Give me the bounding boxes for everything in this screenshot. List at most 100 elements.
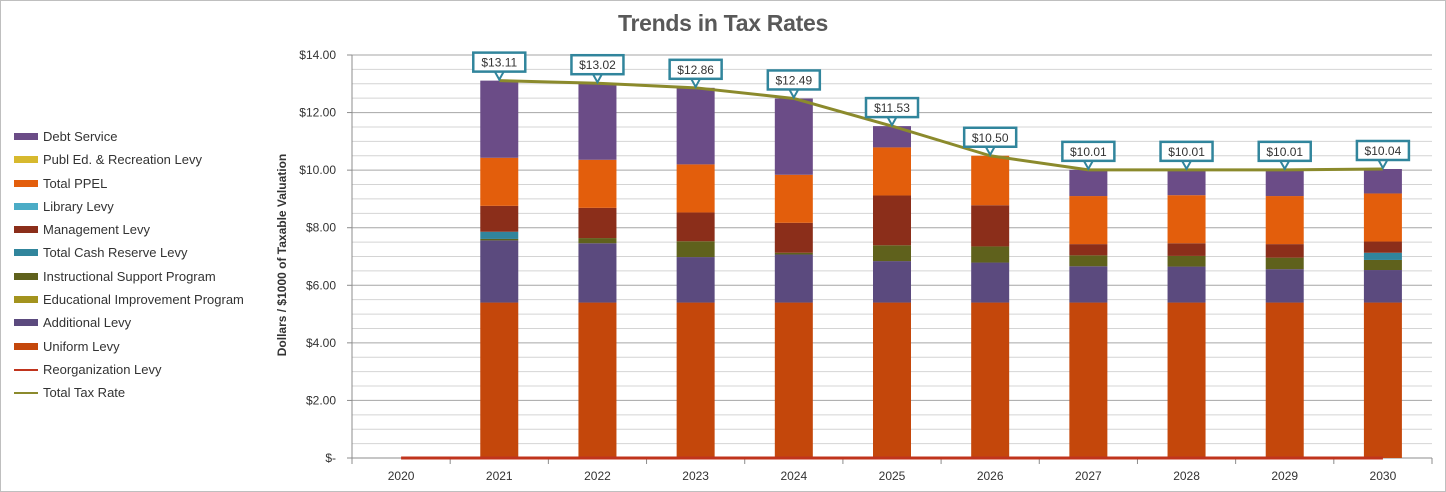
data-label-2023: $12.86 <box>668 58 723 89</box>
data-label-box <box>472 51 527 73</box>
bar-total-ppel-2026 <box>971 155 1010 206</box>
legend-label: Total Cash Reserve Levy <box>43 245 188 261</box>
y-tick-label: $2.00 <box>306 393 336 407</box>
legend-label: Management Levy <box>43 222 150 238</box>
bar-total-ppel-2021 <box>480 157 519 206</box>
legend-label: Reorganization Levy <box>43 361 162 377</box>
bar-additional-levy-2028 <box>1167 266 1206 303</box>
bar-additional-levy-2027 <box>1069 266 1108 303</box>
y-tick-label: $- <box>325 451 336 465</box>
bar-total-cash-reserve-levy-2030 <box>1363 252 1402 260</box>
bar-instructional-support-program-2030 <box>1363 259 1402 271</box>
bar-debt-service-2021 <box>480 80 519 158</box>
x-tick-label: 2025 <box>879 469 906 483</box>
data-label-2027: $10.01 <box>1061 140 1116 171</box>
bar-management-levy-2025 <box>873 195 911 246</box>
bar-uniform-levy-2029 <box>1265 302 1304 458</box>
series-lines <box>401 79 1383 460</box>
legend-swatch <box>14 342 38 350</box>
bar-uniform-levy-2022 <box>578 302 617 458</box>
bar-instructional-support-program-2024 <box>774 252 813 255</box>
x-tick-label: 2026 <box>977 469 1004 483</box>
y-tick-label: $4.00 <box>306 336 336 350</box>
bar-debt-service-2029 <box>1265 169 1304 197</box>
bar-additional-levy-2021 <box>480 240 519 303</box>
bar-debt-service-2024 <box>774 98 813 175</box>
bar-management-levy-2026 <box>971 205 1010 247</box>
bar-total-ppel-2027 <box>1069 196 1108 245</box>
bar-total-cash-reserve-levy-2021 <box>480 231 519 239</box>
legend-swatch <box>14 202 38 210</box>
legend-swatch <box>14 249 38 257</box>
data-label-text: $10.01 <box>1168 145 1205 159</box>
data-label-box <box>1257 140 1312 163</box>
legend-label: Publ Ed. & Recreation Levy <box>43 152 202 168</box>
legend-label: Total Tax Rate <box>43 385 126 401</box>
bar-additional-levy-2025 <box>873 261 911 303</box>
data-label-2030: $10.04 <box>1355 139 1411 171</box>
data-label-box <box>766 69 822 91</box>
bar-additional-levy-2029 <box>1265 269 1304 303</box>
bar-instructional-support-program-2028 <box>1167 255 1206 267</box>
bar-debt-service-2023 <box>676 87 715 165</box>
x-tick-label: 2029 <box>1271 469 1298 483</box>
data-label-text: $11.53 <box>874 101 910 115</box>
data-label-box <box>962 126 1018 148</box>
bar-total-ppel-2022 <box>578 159 617 208</box>
x-tick-label: 2022 <box>584 469 611 483</box>
x-tick-label: 2030 <box>1370 469 1397 483</box>
legend-swatch <box>14 156 38 164</box>
legend-label: Uniform Levy <box>43 338 120 354</box>
bar-total-ppel-2023 <box>676 164 715 213</box>
data-label-pointer <box>493 70 506 82</box>
x-tick-label: 2027 <box>1075 469 1102 483</box>
bar-uniform-levy-2027 <box>1069 302 1108 458</box>
bar-debt-service-2030 <box>1363 168 1402 194</box>
bar-instructional-support-program-2025 <box>873 245 911 262</box>
legend-label: Instructional Support Program <box>43 268 216 284</box>
y-tick-label: $14.00 <box>299 48 336 62</box>
data-label-2029: $10.01 <box>1257 140 1312 171</box>
legend-swatch <box>14 226 38 234</box>
bar-additional-levy-2022 <box>578 243 617 303</box>
data-label-text: $13.11 <box>481 56 517 70</box>
x-tick-label: 2023 <box>682 469 709 483</box>
legend-label: Debt Service <box>43 129 118 144</box>
data-label-text: $12.49 <box>775 73 812 87</box>
bar-debt-service-2028 <box>1167 169 1206 196</box>
data-label-text: $10.50 <box>972 131 1009 145</box>
legend-label: Additional Levy <box>43 315 132 331</box>
data-label-text: $10.04 <box>1365 144 1402 158</box>
data-label-pointer <box>886 115 898 128</box>
bar-instructional-support-program-2029 <box>1265 257 1304 270</box>
legend-swatch <box>14 368 38 371</box>
bar-additional-levy-2024 <box>774 254 813 303</box>
legend-label: Educational Improvement Program <box>43 292 244 308</box>
line-total-tax-rate <box>499 79 1383 172</box>
y-tick-label: $8.00 <box>306 221 336 235</box>
data-label-2026: $10.50 <box>962 126 1018 157</box>
bar-uniform-levy-2023 <box>676 302 715 458</box>
legend-label: Total PPEL <box>43 175 108 191</box>
x-axis: 2020 2021 2022 2023 2024 2025 2026 2027 2028 2029… <box>351 457 1433 483</box>
data-labels: $13.11 $13.02 $12.86 $12.49 $11.53 $10.50 $10.… <box>472 51 1411 171</box>
data-label-2022: $13.02 <box>570 53 625 85</box>
bar-total-ppel-2028 <box>1167 195 1206 244</box>
y-axis: $- $2.00 $4.00 $6.00 $8.00 $10.00 $12.00 $14.00 <box>299 48 353 465</box>
bar-uniform-levy-2024 <box>774 302 813 458</box>
bar-debt-service-2025 <box>873 126 911 148</box>
chart-title: Trends in Tax Rates <box>618 10 828 36</box>
bar-instructional-support-program-2022 <box>578 238 617 244</box>
bar-total-ppel-2024 <box>774 174 813 223</box>
bar-management-levy-2023 <box>676 212 715 242</box>
y-tick-label: $10.00 <box>299 163 336 177</box>
bar-debt-service-2027 <box>1069 169 1108 197</box>
bar-management-levy-2021 <box>480 205 519 232</box>
legend-swatch <box>14 319 38 327</box>
data-label-text: $13.02 <box>579 58 616 72</box>
legend-swatch <box>14 272 38 280</box>
bar-management-levy-2027 <box>1069 244 1108 256</box>
x-tick-label: 2020 <box>388 469 415 483</box>
bar-management-levy-2022 <box>578 207 617 239</box>
legend-swatch <box>14 296 38 304</box>
